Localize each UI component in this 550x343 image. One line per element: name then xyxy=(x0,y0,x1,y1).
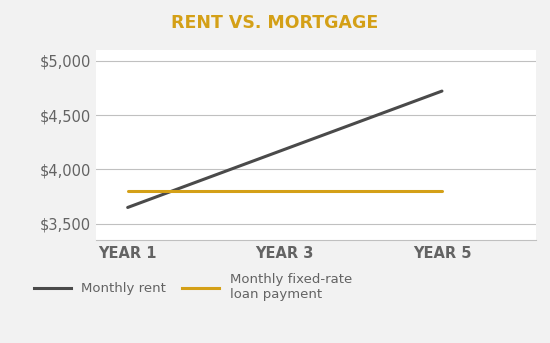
Text: RENT VS. MORTGAGE: RENT VS. MORTGAGE xyxy=(172,14,378,32)
Legend: Monthly rent, Monthly fixed-rate
loan payment: Monthly rent, Monthly fixed-rate loan pa… xyxy=(29,268,357,307)
